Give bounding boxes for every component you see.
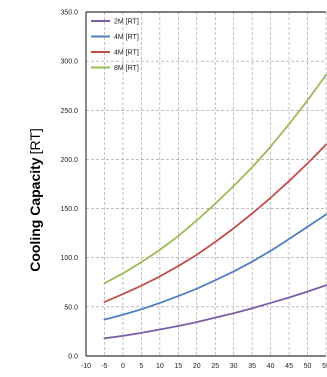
x-tick-label-8: 30: [230, 363, 238, 370]
y-tick-label-3: 150.0: [60, 206, 78, 213]
series-line-3: [103, 74, 327, 285]
legend: 2M [RT] 4M [RT] 4M [RT] 8M [RT]: [91, 19, 139, 72]
x-tick-label-6: 20: [193, 363, 201, 370]
y-tick-label-5: 250.0: [60, 108, 78, 115]
legend-label-2: 4M [RT]: [114, 50, 139, 57]
legend-label-3: 8M [RT]: [114, 65, 139, 72]
series-line-2: [103, 143, 327, 303]
y-axis-label-main: Cooling Capacity: [27, 157, 43, 272]
y-tick-label-4: 200.0: [60, 157, 78, 164]
x-tick-label-3: 5: [139, 363, 143, 370]
x-tick-label-1: -5: [101, 363, 107, 370]
x-tick-label-9: 35: [248, 363, 256, 370]
axes: [85, 12, 326, 357]
y-axis-label-unit: [RT]: [27, 128, 43, 154]
x-tick-label-11: 45: [285, 363, 293, 370]
legend-label-0: 2M [RT]: [114, 19, 139, 26]
svg-text:Cooling Capacity[RT]: Cooling Capacity [RT]: [27, 128, 43, 272]
y-tick-label-2: 100.0: [60, 255, 78, 262]
y-tick-label-0: 0.0: [68, 354, 78, 361]
y-tick-label-1: 50.0: [64, 304, 78, 311]
y-axis-label: Cooling Capacity [RT]: [27, 128, 43, 272]
x-tick-label-13: 55: [322, 363, 327, 370]
grid: [86, 11, 327, 356]
x-tick-label-4: 10: [156, 363, 164, 370]
series-line-1: [103, 213, 327, 321]
tick-labels: 0.0 50.0 100.0 150.0 200.0 250.0 300.0 350.0 -10…: [60, 10, 327, 371]
series-line-0: [103, 284, 327, 340]
series-group: [103, 74, 327, 340]
x-tick-label-2: 0: [121, 363, 125, 370]
x-tick-label-12: 50: [304, 363, 312, 370]
y-tick-label-6: 300.0: [60, 59, 78, 66]
x-tick-label-7: 25: [211, 363, 219, 370]
x-tick-label-10: 40: [267, 363, 275, 370]
x-tick-label-0: -10: [81, 363, 91, 370]
legend-label-1: 4M [RT]: [114, 34, 139, 41]
y-tick-label-7: 350.0: [60, 10, 78, 17]
x-tick-label-5: 15: [174, 363, 182, 370]
